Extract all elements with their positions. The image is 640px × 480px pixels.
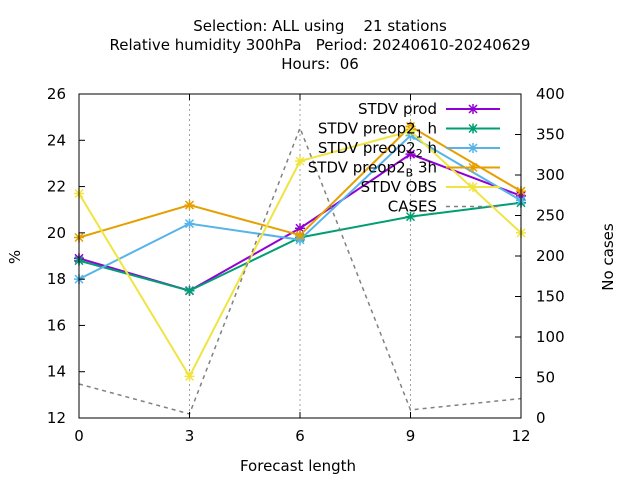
- y2-tick-label-200: 200: [536, 247, 565, 265]
- y2-tick-label-250: 250: [536, 207, 565, 225]
- y2-tick-label-300: 300: [536, 166, 565, 184]
- data-point-stdv-prod-9: [405, 149, 416, 160]
- y2-tick-label-100: 100: [536, 328, 565, 346]
- data-point-stdv-preop2-1-h-3: [184, 285, 195, 296]
- legend-entry-stdv-obs: STDV OBS: [361, 178, 500, 196]
- legend-entry-stdv-preop2-b-3h: STDV preop2B 3h: [308, 159, 500, 180]
- series-stdv-prod: [74, 149, 526, 296]
- y2-tick-label-0: 0: [536, 409, 546, 427]
- legend-label-stdv-obs: STDV OBS: [361, 178, 437, 196]
- x-tick-label-0: 0: [74, 427, 84, 445]
- legend-label-stdv-preop2-1-h: STDV preop21 h: [318, 120, 437, 141]
- y-tick-label-12: 12: [47, 409, 66, 427]
- chart-title-line-1: Selection: ALL using 21 stations: [193, 17, 447, 35]
- y2-axis-label: No cases: [599, 223, 617, 291]
- x-tick-label-9: 9: [406, 427, 416, 445]
- y-tick-label-16: 16: [47, 316, 66, 334]
- chart-title-line-3: Hours: 06: [281, 55, 359, 73]
- y-tick-label-24: 24: [47, 131, 66, 149]
- legend-label-stdv-preop2-b-3h: STDV preop2B 3h: [308, 159, 437, 180]
- data-point-stdv-obs-9: [405, 126, 416, 137]
- data-point-stdv-preop2-b-3h-6: [295, 230, 305, 241]
- x-tick-label-12: 12: [511, 427, 530, 445]
- y2-tick-label-150: 150: [536, 288, 565, 306]
- legend-label-cases: CASES: [388, 198, 437, 216]
- data-point-stdv-preop2-1-h-9: [405, 211, 416, 222]
- x-axis-label: Forecast length: [240, 457, 356, 475]
- chart-title-line-2: Relative humidity 300hPa Period: 2024061…: [109, 36, 531, 54]
- y-tick-label-20: 20: [47, 224, 66, 242]
- y2-tick-label-400: 400: [536, 85, 565, 103]
- grid-layer: [189, 94, 411, 418]
- y-tick-label-18: 18: [47, 270, 66, 288]
- data-point-stdv-preop2-b-3h-3: [184, 200, 195, 211]
- legend-marker-stdv-preop2-2-h: [468, 143, 478, 153]
- legend-entry-stdv-preop2-2-h: STDV preop22 h: [318, 139, 500, 160]
- x-tick-label-3: 3: [185, 427, 195, 445]
- data-point-stdv-prod-6: [295, 223, 305, 234]
- legend-marker-stdv-preop2-b-3h: [468, 162, 478, 173]
- legend-label-stdv-prod: STDV prod: [358, 100, 437, 118]
- y-tick-label-14: 14: [47, 363, 66, 381]
- legend-marker-stdv-prod: [468, 104, 478, 114]
- legend-marker-stdv-obs: [468, 182, 478, 192]
- y2-tick-label-50: 50: [536, 369, 555, 387]
- data-point-stdv-obs-6: [295, 156, 305, 167]
- legend-marker-stdv-preop2-1-h: [468, 123, 478, 134]
- y-tick-label-22: 22: [47, 178, 66, 196]
- x-tick-label-6: 6: [295, 427, 305, 445]
- data-point-stdv-preop2-2-h-3: [184, 218, 195, 229]
- series-cases: [78, 125, 522, 415]
- legend-entry-stdv-preop2-1-h: STDV preop21 h: [318, 120, 500, 141]
- y-tick-label-26: 26: [47, 85, 66, 103]
- series-line-cases: [78, 125, 522, 415]
- legend-entry-cases: CASES: [388, 198, 500, 216]
- y2-tick-label-350: 350: [536, 126, 565, 144]
- legend-entry-stdv-prod: STDV prod: [358, 100, 500, 118]
- legend-label-stdv-preop2-2-h: STDV preop22 h: [318, 139, 437, 160]
- axis-layer: 0 3 6 9 12 12 14 16 18 20 22 24 26 0 50 100 150 200 250 300…: [47, 85, 565, 445]
- y-axis-label: %: [6, 250, 24, 264]
- data-point-stdv-obs-3: [184, 371, 195, 382]
